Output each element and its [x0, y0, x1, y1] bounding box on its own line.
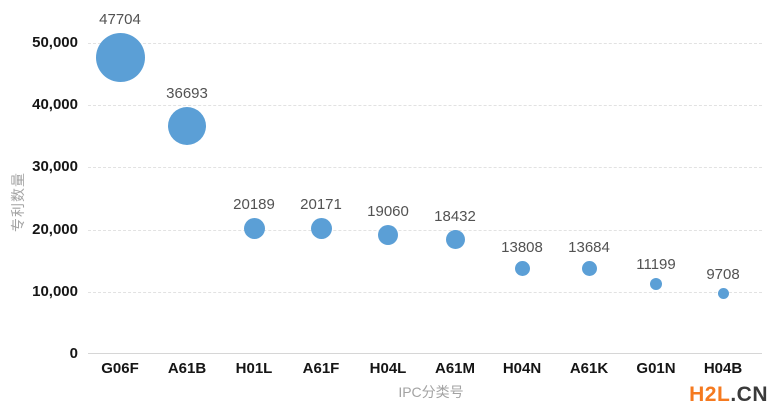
plot-area: 47704 36693 20189 20171 19060 18432 13808 13684…: [88, 11, 762, 354]
y-tick-label: 10,000: [32, 282, 78, 300]
data-bubble-A61B: [168, 106, 206, 145]
x-axis-line: [88, 353, 762, 354]
x-axis-title: IPC分类号: [398, 384, 464, 400]
data-bubble-A61K: [581, 261, 597, 277]
x-category-label: H04L: [369, 360, 407, 377]
gridline: [88, 43, 762, 44]
data-bubble-A61F: [310, 218, 332, 240]
y-tick-label: 40,000: [32, 96, 78, 114]
y-tick-label: 50,000: [32, 34, 78, 51]
value-label: 9708: [706, 266, 740, 284]
value-label: 13684: [568, 239, 610, 257]
value-label: 19060: [367, 203, 409, 221]
gridline: [88, 105, 762, 107]
value-label: 36693: [166, 84, 208, 102]
value-label: 13808: [501, 238, 543, 256]
value-label: 11199: [636, 256, 676, 274]
gridline: [88, 229, 762, 231]
gridline: [88, 167, 762, 169]
value-label: 47704: [99, 10, 141, 28]
x-category-label: H04B: [703, 360, 743, 377]
x-category-label: A61B: [167, 360, 207, 377]
x-category-label: G06F: [101, 360, 139, 377]
y-tick-label: 20,000: [32, 220, 78, 238]
y-tick-label: 30,000: [32, 158, 78, 176]
value-label: 20171: [300, 196, 342, 214]
data-bubble-A61M: [445, 229, 465, 249]
data-bubble-G06F: [95, 32, 145, 82]
data-bubble-H04L: [378, 225, 398, 246]
watermark-suffix: .CN: [730, 383, 768, 406]
x-category-label: A61K: [569, 360, 609, 377]
gridline: [88, 291, 762, 293]
data-bubble-H04B: [717, 288, 729, 300]
y-tick-label: 0: [69, 345, 78, 362]
value-label: 20189: [233, 195, 275, 213]
x-category-label: A61M: [434, 360, 475, 377]
x-category-label: H04N: [502, 360, 542, 377]
x-category-label: H01L: [235, 360, 273, 377]
x-category-label: G01N: [636, 360, 676, 377]
data-bubble-H01L: [243, 217, 265, 239]
watermark: H2L.CN: [689, 383, 768, 407]
watermark-brand: H2L: [689, 383, 731, 406]
value-label: 18432: [434, 207, 476, 225]
data-bubble-G01N: [650, 278, 662, 291]
data-bubble-H04N: [514, 260, 530, 276]
x-category-label: A61F: [302, 360, 340, 377]
